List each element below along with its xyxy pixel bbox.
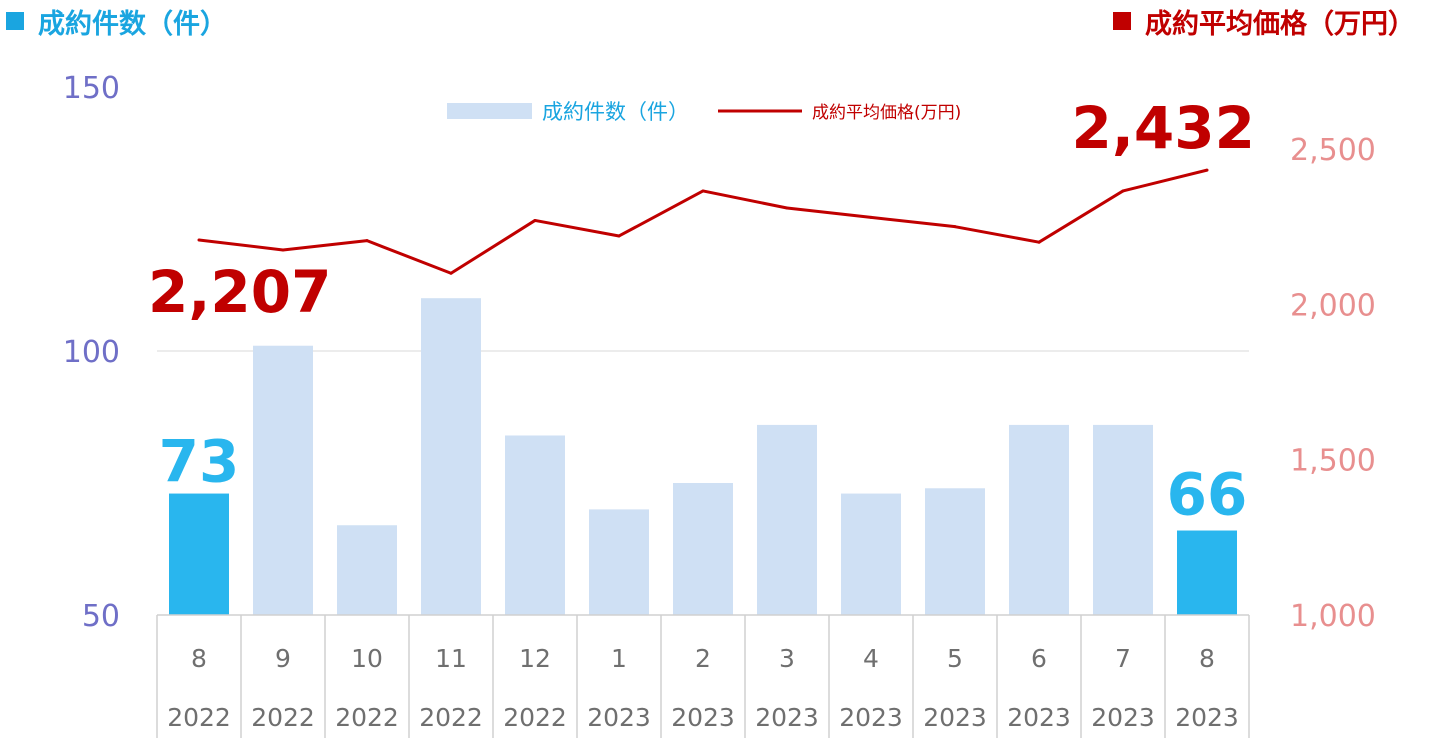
right-axis-title: 成約平均価格（万円）	[1145, 9, 1415, 40]
x-tick-label-year: 2023	[923, 703, 987, 732]
price-point	[785, 206, 789, 210]
x-tick-label-month: 12	[519, 644, 551, 673]
price-point	[1037, 240, 1041, 244]
x-tick-label-year: 2023	[1007, 703, 1071, 732]
right-axis-tick-label: 1,000	[1290, 599, 1376, 634]
x-tick-label-year: 2023	[1091, 703, 1155, 732]
x-tick-label-month: 6	[1031, 644, 1047, 673]
price-point	[281, 248, 285, 252]
price-point	[197, 238, 201, 242]
x-tick-label-month: 11	[435, 644, 467, 673]
x-tick-label-month: 9	[275, 644, 291, 673]
data-label-first-price: 2,207	[148, 258, 331, 326]
x-tick-label-month: 4	[863, 644, 879, 673]
x-tick-label-year: 2022	[251, 703, 315, 732]
bar	[925, 488, 985, 615]
right-axis-tick-label: 2,500	[1290, 133, 1376, 168]
x-tick-label-month: 5	[947, 644, 963, 673]
x-tick-label-month: 3	[779, 644, 795, 673]
price-point	[869, 215, 873, 219]
data-label-last-price: 2,432	[1072, 94, 1255, 162]
price-point	[449, 271, 453, 275]
x-tick-label-year: 2023	[587, 703, 651, 732]
x-tick-label-month: 8	[1199, 644, 1215, 673]
x-tick-label-year: 2023	[839, 703, 903, 732]
right-title-marker	[1113, 12, 1131, 30]
right-axis-tick-label: 2,000	[1290, 288, 1376, 323]
price-point	[953, 225, 957, 229]
left-axis-title: 成約件数（件）	[38, 9, 227, 40]
bar	[757, 424, 817, 615]
price-line	[198, 168, 1208, 275]
price-point	[1205, 168, 1209, 172]
price-point	[1121, 189, 1125, 193]
x-tick-label-year: 2022	[167, 703, 231, 732]
x-tick-label-month: 2	[695, 644, 711, 673]
legend-label-bar: 成約件数（件）	[542, 100, 689, 124]
bar	[337, 525, 397, 615]
x-tick-label-month: 7	[1115, 644, 1131, 673]
data-label-last-bar: 66	[1167, 461, 1248, 529]
x-tick-label-year: 2022	[419, 703, 483, 732]
price-point	[533, 218, 537, 222]
x-tick-label-year: 2023	[671, 703, 735, 732]
bar	[1009, 424, 1069, 615]
data-label-first-bar: 73	[159, 428, 240, 496]
bar	[505, 435, 565, 615]
bar	[1177, 530, 1237, 615]
bar	[1093, 424, 1153, 615]
left-axis-tick-label: 100	[63, 335, 120, 370]
legend-label-line: 成約平均価格(万円)	[812, 103, 961, 123]
legend-swatch-bar	[447, 103, 532, 119]
price-point	[365, 239, 369, 243]
price-point	[617, 234, 621, 238]
left-title-marker	[6, 12, 24, 30]
x-tick-label-year: 2022	[335, 703, 399, 732]
x-tick-label-year: 2023	[755, 703, 819, 732]
bar	[841, 493, 901, 615]
x-tick-label-month: 8	[191, 644, 207, 673]
x-tick-label-year: 2023	[1175, 703, 1239, 732]
price-point	[701, 189, 705, 193]
left-axis-tick-label: 50	[82, 599, 120, 634]
x-tick-label-year: 2022	[503, 703, 567, 732]
bar	[589, 509, 649, 615]
bar	[169, 493, 229, 615]
left-axis-tick-label: 150	[63, 71, 120, 106]
x-tick-label-month: 1	[611, 644, 627, 673]
bar	[253, 345, 313, 615]
x-tick-label-month: 10	[351, 644, 383, 673]
bar	[421, 298, 481, 615]
bar	[673, 483, 733, 615]
right-axis-tick-label: 1,500	[1290, 444, 1376, 479]
